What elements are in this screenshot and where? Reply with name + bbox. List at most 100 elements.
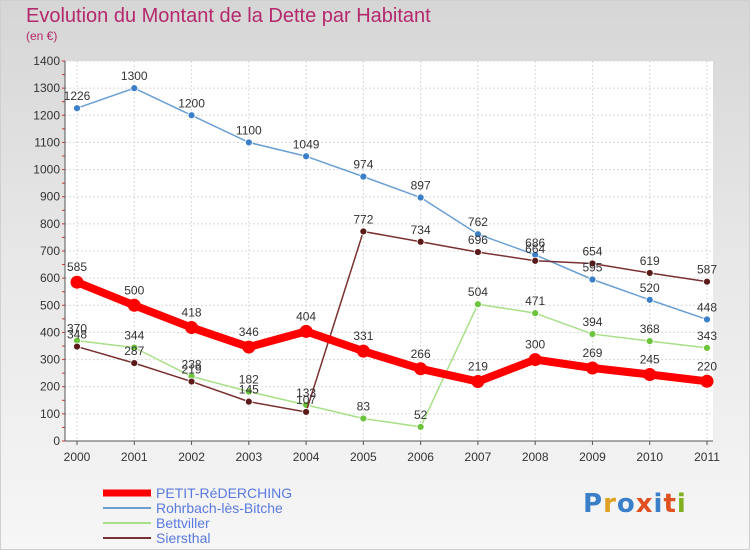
data-point [70, 275, 84, 289]
data-label: 974 [353, 158, 373, 172]
data-point [528, 353, 542, 367]
data-point [130, 84, 139, 93]
logo-letter: i [653, 489, 664, 519]
data-label: 1226 [64, 89, 91, 103]
legend-label: PETIT-RéDERCHING [156, 485, 292, 501]
data-label: 664 [525, 242, 545, 256]
logo-letter: x [635, 489, 654, 519]
data-label: 1200 [178, 96, 205, 110]
data-point [703, 315, 711, 324]
data-label: 346 [239, 325, 259, 339]
x-tick-label: 2009 [579, 450, 606, 464]
data-label: 145 [239, 383, 259, 397]
series-line-2 [76, 303, 708, 428]
data-point [703, 343, 711, 352]
data-point [585, 361, 599, 375]
y-tick-label: 300 [40, 353, 60, 367]
y-tick-label: 400 [40, 325, 60, 339]
data-point [474, 230, 482, 239]
logo-letter: o [616, 489, 636, 519]
data-label: 471 [525, 294, 545, 308]
data-point [531, 309, 540, 318]
y-tick-label: 1200 [33, 108, 60, 122]
data-label: 107 [296, 393, 316, 407]
data-point [416, 237, 425, 246]
data-point [244, 387, 253, 396]
y-tick-label: 1000 [33, 163, 60, 177]
y-tick-label: 1300 [33, 81, 60, 95]
data-label: 266 [411, 347, 431, 361]
data-point [302, 152, 310, 161]
y-tick-label: 0 [53, 434, 60, 448]
data-point [416, 422, 425, 431]
series-line-1 [76, 87, 708, 321]
data-point [302, 408, 310, 416]
y-tick-label: 100 [40, 407, 60, 421]
data-label: 734 [411, 223, 431, 237]
data-label: 52 [414, 408, 428, 422]
data-label: 448 [697, 300, 717, 314]
legend-label: Rohrbach-lès-Bitche [156, 500, 283, 516]
x-tick-label: 2007 [465, 450, 492, 464]
data-label: 587 [697, 263, 717, 277]
data-point [474, 248, 482, 256]
proxiti-logo: Proxiti [583, 489, 687, 519]
y-tick-label: 600 [40, 271, 60, 285]
data-point [73, 104, 81, 113]
data-label: 368 [640, 322, 660, 336]
data-point [643, 368, 657, 381]
data-point [359, 414, 368, 423]
data-label: 344 [124, 329, 144, 343]
data-label: 219 [468, 360, 488, 374]
data-point [73, 342, 81, 351]
x-tick-label: 2008 [522, 450, 549, 464]
data-label: 245 [640, 353, 660, 367]
chart-title: Evolution du Montant de la Dette par Hab… [26, 5, 431, 27]
data-point [416, 193, 425, 202]
data-point [703, 277, 711, 286]
legend-label: Bettviller [156, 515, 210, 531]
data-label: 348 [67, 328, 87, 342]
data-label: 1049 [293, 137, 320, 151]
data-point [130, 359, 139, 368]
x-tick-label: 2010 [636, 450, 663, 464]
x-tick-label: 2011 [694, 450, 720, 464]
series-line-3 [76, 230, 708, 413]
series-line-0 [75, 278, 708, 386]
data-label: 238 [182, 357, 202, 371]
data-label: 343 [697, 329, 717, 343]
data-label: 696 [468, 233, 488, 247]
y-tick-label: 800 [40, 217, 60, 231]
data-label: 619 [640, 254, 660, 268]
data-point [588, 275, 597, 284]
data-point [531, 256, 540, 265]
data-label: 219 [182, 363, 202, 377]
data-point [645, 269, 654, 277]
data-label: 686 [525, 236, 545, 250]
data-point [187, 111, 196, 120]
data-point [588, 259, 597, 268]
data-label: 762 [468, 215, 488, 229]
data-label: 595 [582, 261, 602, 275]
y-tick-label: 500 [40, 298, 60, 312]
logo-letter: t [663, 489, 677, 519]
data-point [359, 227, 368, 236]
data-point [127, 298, 141, 312]
data-label: 182 [239, 373, 259, 387]
data-label: 585 [67, 260, 87, 274]
y-tick-label: 200 [40, 380, 60, 394]
logo-letter: r [603, 489, 617, 519]
data-label: 897 [411, 179, 431, 193]
logo-letter: i [676, 489, 687, 519]
x-tick-label: 2001 [121, 450, 148, 464]
data-label: 269 [582, 346, 602, 360]
x-tick-label: 2005 [350, 450, 377, 464]
y-tick-label: 700 [40, 244, 60, 258]
chart-subtitle: (en €) [26, 29, 58, 43]
data-point [130, 343, 139, 352]
data-label: 220 [697, 359, 717, 373]
data-label: 300 [525, 338, 545, 352]
data-label: 1100 [236, 123, 262, 137]
